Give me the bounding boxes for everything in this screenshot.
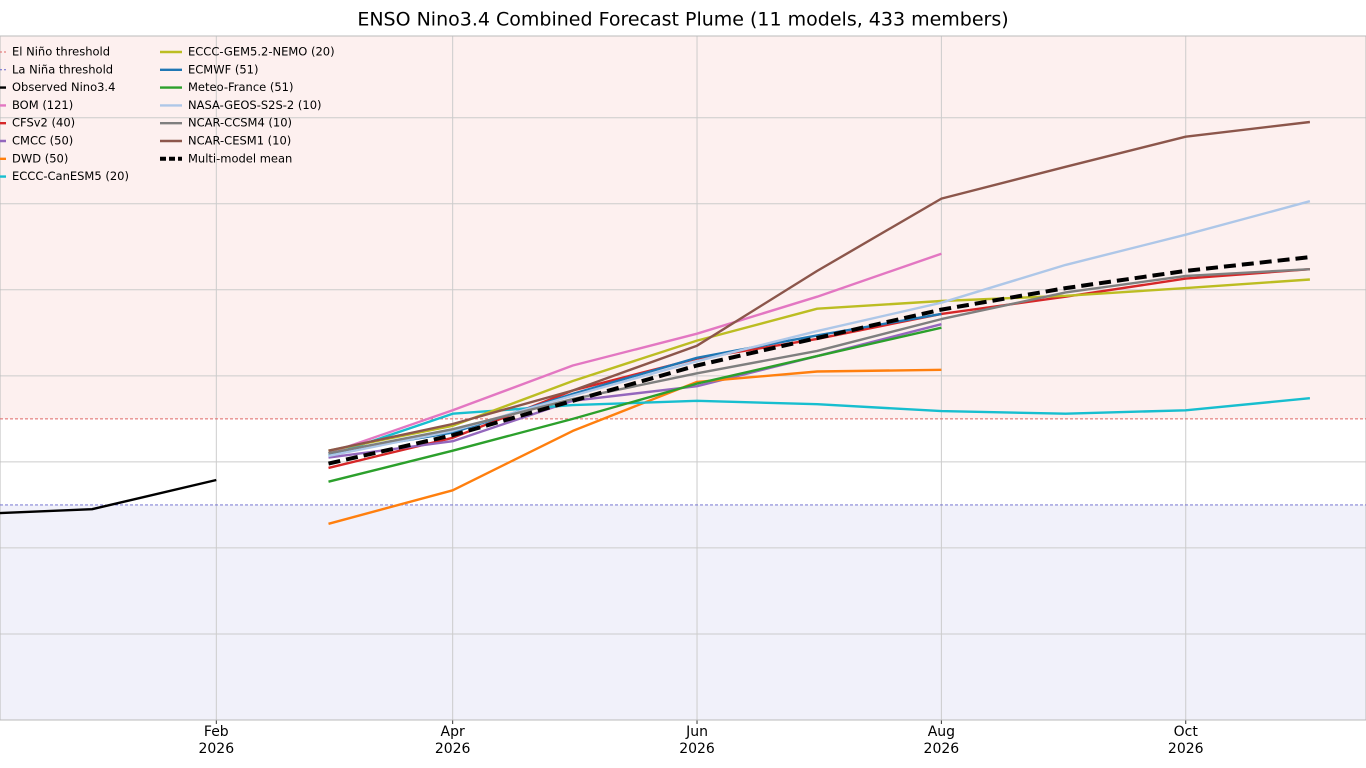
x-tick-label: 2026 bbox=[924, 741, 960, 757]
plot-area bbox=[0, 35, 1366, 724]
legend: El Niño threshold La Niña threshold Observ… bbox=[0, 45, 335, 183]
x-tick-label: Jun bbox=[685, 724, 708, 740]
legend-label: DWD (50) bbox=[12, 151, 68, 165]
legend-label: NCAR-CESM1 (10) bbox=[188, 134, 291, 148]
legend-label: CFSv2 (40) bbox=[12, 116, 75, 130]
plot-frame bbox=[0, 35, 1366, 721]
threshold-region bbox=[0, 36, 1366, 419]
series-line bbox=[328, 368, 942, 525]
series-line bbox=[328, 268, 1310, 455]
chart-title: ENSO Nino3.4 Combined Forecast Plume (11… bbox=[357, 9, 1008, 31]
legend-label: El Niño threshold bbox=[12, 45, 110, 59]
series-line bbox=[0, 478, 217, 515]
legend-label: Multi-model mean bbox=[188, 151, 292, 165]
legend-label: CMCC (50) bbox=[12, 134, 73, 148]
legend-label: NASA-GEOS-S2S-2 (10) bbox=[188, 98, 322, 112]
legend-label: Observed Nino3.4 bbox=[12, 80, 115, 94]
series-line bbox=[328, 255, 1311, 466]
series-line bbox=[328, 120, 1311, 452]
x-tick-label: Apr bbox=[441, 724, 465, 740]
series-line bbox=[328, 326, 942, 483]
x-tick-label: 2026 bbox=[435, 741, 471, 757]
x-tick-label: Aug bbox=[928, 724, 955, 740]
x-tick-label: 2026 bbox=[198, 741, 234, 757]
legend-label: ECCC-CanESM5 (20) bbox=[12, 169, 129, 183]
legend-label: ECCC-GEM5.2-NEMO (20) bbox=[188, 45, 335, 59]
legend-label: NCAR-CCSM4 (10) bbox=[188, 116, 292, 130]
x-tick-label: 2026 bbox=[1168, 741, 1204, 757]
legend-label: BOM (121) bbox=[12, 98, 73, 112]
x-tick-label: Oct bbox=[1174, 724, 1199, 740]
legend-label: ECMWF (51) bbox=[188, 62, 258, 76]
threshold-region bbox=[0, 504, 1366, 720]
legend-label: Meteo-France (51) bbox=[188, 80, 293, 94]
x-tick-label: 2026 bbox=[679, 741, 715, 757]
x-tick-label: Feb bbox=[204, 724, 229, 740]
series-line bbox=[328, 278, 1310, 452]
series-line bbox=[328, 252, 942, 455]
legend-label: La Niña threshold bbox=[12, 62, 113, 76]
